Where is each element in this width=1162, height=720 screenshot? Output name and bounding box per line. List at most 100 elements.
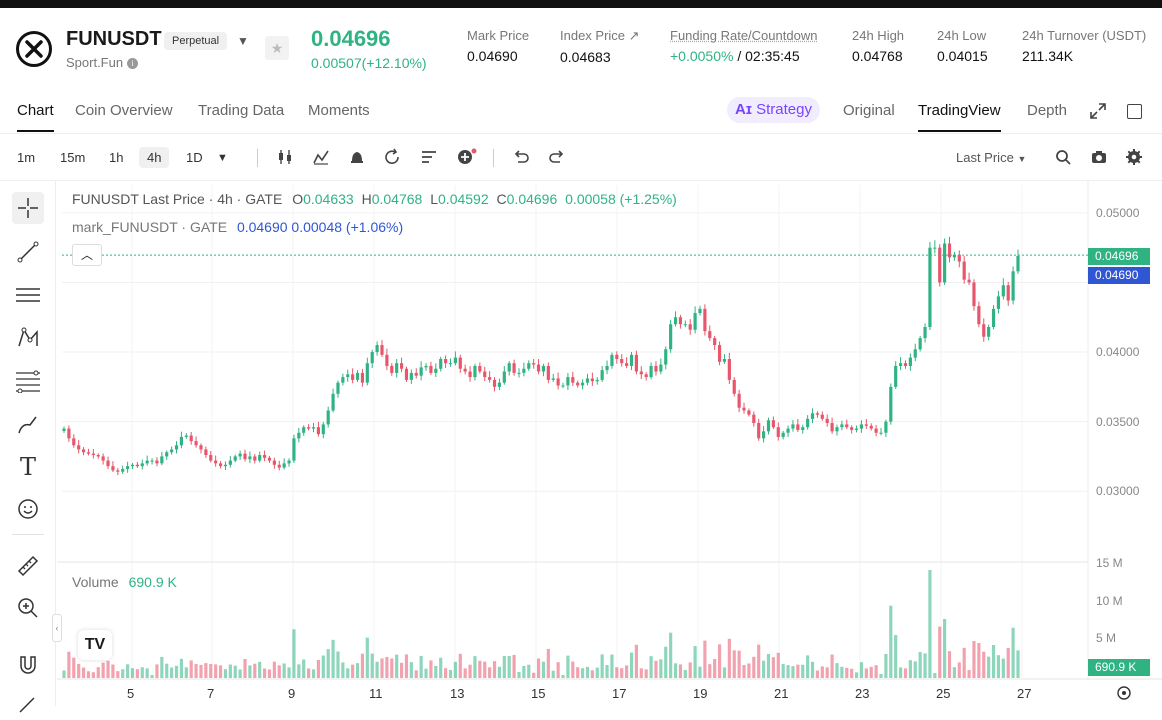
tradingview-logo[interactable]: TV xyxy=(78,630,112,660)
candle-body xyxy=(277,464,281,468)
candle-body xyxy=(336,382,340,394)
candle-body xyxy=(806,418,810,428)
ruler-icon[interactable] xyxy=(12,550,44,582)
candle-body xyxy=(693,313,697,330)
coin-subtitle-text: Sport.Fun xyxy=(66,55,124,70)
camera-icon[interactable] xyxy=(1090,148,1108,166)
axis-settings-icon[interactable] xyxy=(1116,685,1132,706)
symbol-name[interactable]: FUNUSDT xyxy=(66,28,162,50)
magnet-icon[interactable] xyxy=(12,649,44,681)
candle-body xyxy=(639,371,643,375)
zoom-in-icon[interactable] xyxy=(12,592,44,624)
interval-dropdown-icon[interactable]: ▼ xyxy=(217,152,228,164)
strategy-button[interactable]: Aɪ Strategy xyxy=(727,97,820,123)
candle-body xyxy=(996,296,1001,309)
candle-body xyxy=(507,363,511,372)
volume-bar xyxy=(1016,650,1020,678)
stat-index-price[interactable]: Index Price ↗ 0.04683 xyxy=(560,28,640,65)
tab-trading-data[interactable]: Trading Data xyxy=(198,102,285,119)
collapse-toolbar-icon[interactable]: ‹ xyxy=(52,614,62,642)
search-icon[interactable] xyxy=(1054,148,1072,166)
candle-body xyxy=(228,460,232,465)
candle-body xyxy=(673,317,678,325)
stat-24h-turnover: 24h Turnover (USDT) 211.34K xyxy=(1022,28,1146,64)
candles-icon[interactable] xyxy=(276,148,294,166)
volume-bar xyxy=(830,654,834,678)
candle-body xyxy=(165,452,169,457)
pattern-icon[interactable] xyxy=(12,322,44,354)
add-indicator-icon[interactable] xyxy=(456,148,477,166)
volume-bar xyxy=(850,668,854,678)
horizontal-lines-icon[interactable] xyxy=(12,279,44,311)
candle-body xyxy=(708,331,712,339)
tab-depth[interactable]: Depth xyxy=(1027,102,1068,119)
info-icon[interactable]: i xyxy=(127,58,139,69)
candle-body xyxy=(453,357,457,364)
replay-icon[interactable] xyxy=(383,148,401,166)
symbol-dropdown-icon[interactable]: ▼ xyxy=(237,34,249,48)
volume-bar xyxy=(522,665,526,678)
stat-value: +0.0050% / 02:35:45 xyxy=(670,48,817,64)
volume-bar xyxy=(463,668,467,678)
price-type-select[interactable]: Last Price ▼ xyxy=(956,150,1026,165)
volume-bar xyxy=(982,651,986,678)
candle-body xyxy=(194,441,198,446)
emoji-icon[interactable] xyxy=(12,493,44,525)
crosshair-icon[interactable] xyxy=(12,192,44,224)
brush-icon[interactable] xyxy=(12,409,44,441)
candle-body xyxy=(473,365,477,378)
volume-bar xyxy=(483,661,487,678)
interval-4h[interactable]: 4h xyxy=(139,147,170,168)
legend-open: 0.04633 xyxy=(303,191,354,207)
expand-icon[interactable] xyxy=(1089,102,1107,125)
volume-bar xyxy=(1001,658,1005,678)
favorite-star-icon[interactable]: ★ xyxy=(265,36,289,60)
candle-body xyxy=(262,455,267,458)
candle-body xyxy=(894,365,898,387)
candle-body xyxy=(967,279,971,283)
candle-body xyxy=(522,368,526,373)
tab-coin-overview[interactable]: Coin Overview xyxy=(75,102,173,119)
volume-bar xyxy=(189,660,193,678)
alert-icon[interactable] xyxy=(348,148,366,166)
chevron-down-icon: ▼ xyxy=(1017,154,1027,164)
undo-icon[interactable] xyxy=(512,148,530,166)
interval-1m[interactable]: 1m xyxy=(17,150,36,165)
candle-body xyxy=(429,365,433,373)
volume-bar xyxy=(297,664,301,678)
volume-bar xyxy=(316,659,320,678)
indicators-icon[interactable] xyxy=(312,148,330,166)
volume-bar xyxy=(786,665,790,678)
volume-bar xyxy=(546,648,550,678)
redo-icon[interactable] xyxy=(548,148,566,166)
y-tick: 0.04000 xyxy=(1096,345,1140,359)
x-tick: 11 xyxy=(369,686,383,701)
tab-chart[interactable]: Chart xyxy=(17,102,54,132)
fib-retracement-icon[interactable] xyxy=(12,365,44,397)
volume-bar xyxy=(673,663,678,678)
tab-original[interactable]: Original xyxy=(843,102,895,119)
tab-tradingview[interactable]: TradingView xyxy=(918,102,1001,132)
candle-body xyxy=(977,306,981,325)
window-icon[interactable] xyxy=(1127,104,1142,119)
stat-funding-rate[interactable]: Funding Rate/Countdown +0.0050% / 02:35:… xyxy=(670,28,817,64)
candle-body xyxy=(923,326,927,339)
candle-body xyxy=(307,427,311,429)
candle-body xyxy=(444,359,448,364)
candle-body xyxy=(727,359,731,380)
coin-logo-icon xyxy=(16,31,52,67)
interval-1d[interactable]: 1D xyxy=(186,150,203,165)
templates-icon[interactable] xyxy=(420,148,438,166)
volume-bar xyxy=(610,654,614,678)
interval-15m[interactable]: 15m xyxy=(60,150,86,165)
volume-bar xyxy=(218,665,223,678)
text-tool-icon[interactable]: T xyxy=(19,453,36,481)
collapse-legend-button[interactable]: ︿ xyxy=(72,244,102,266)
trendline-icon[interactable] xyxy=(12,236,44,268)
settings-gear-icon[interactable] xyxy=(1125,148,1143,166)
interval-1h[interactable]: 1h xyxy=(109,150,124,165)
candle-body xyxy=(311,427,316,429)
candle-body xyxy=(551,378,555,380)
tab-moments[interactable]: Moments xyxy=(308,102,370,119)
